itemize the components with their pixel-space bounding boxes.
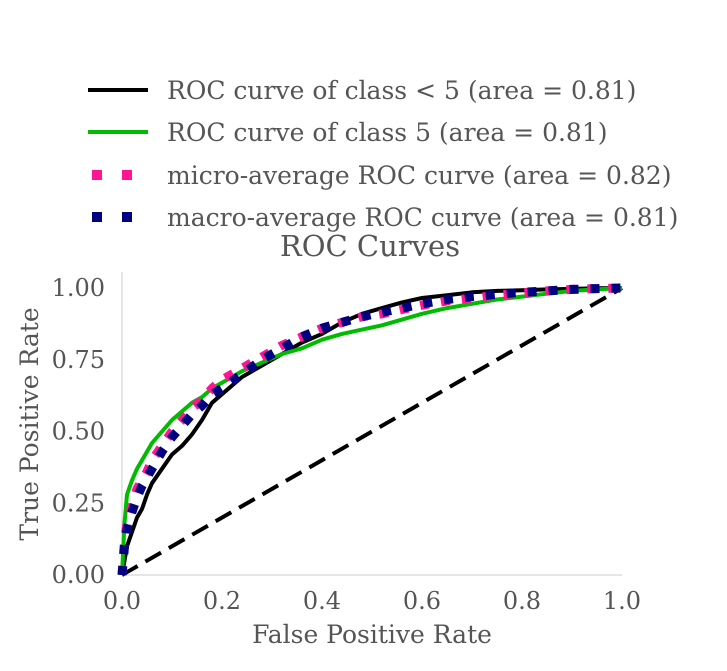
legend-label-3: macro-average ROC curve (area = 0.81)	[167, 203, 678, 232]
x-tick-labels: 0.0 0.2 0.4 0.6 0.8 1.0	[103, 587, 641, 615]
y-tick-label: 1.00	[52, 274, 105, 302]
x-tick-label: 0.8	[503, 587, 541, 615]
x-tick-label: 0.6	[403, 587, 441, 615]
legend: ROC curve of class < 5 (area = 0.81) ROC …	[88, 76, 678, 232]
series-line-1	[120, 286, 623, 576]
series-line-3	[117, 283, 623, 576]
series-line-4	[121, 286, 623, 577]
y-axis-title: True Positive Rate	[15, 307, 44, 540]
axes	[121, 272, 622, 576]
legend-label-1: ROC curve of class 5 (area = 0.81)	[167, 118, 608, 147]
x-tick-label: 0.2	[203, 587, 241, 615]
plot-area	[117, 283, 623, 577]
x-axis-title: False Positive Rate	[252, 620, 492, 649]
y-tick-label: 0.50	[52, 418, 105, 446]
y-tick-label: 0.00	[52, 561, 105, 589]
legend-label-0: ROC curve of class < 5 (area = 0.81)	[167, 76, 636, 105]
x-tick-label: 0.4	[303, 587, 341, 615]
y-tick-label: 0.25	[52, 489, 105, 517]
x-tick-label: 1.0	[603, 587, 641, 615]
legend-label-2: micro-average ROC curve (area = 0.82)	[167, 161, 671, 190]
chart-title: ROC Curves	[280, 229, 460, 263]
y-tick-label: 0.75	[52, 346, 105, 374]
x-tick-label: 0.0	[103, 587, 141, 615]
y-tick-labels: 0.00 0.25 0.50 0.75 1.00	[52, 274, 105, 589]
